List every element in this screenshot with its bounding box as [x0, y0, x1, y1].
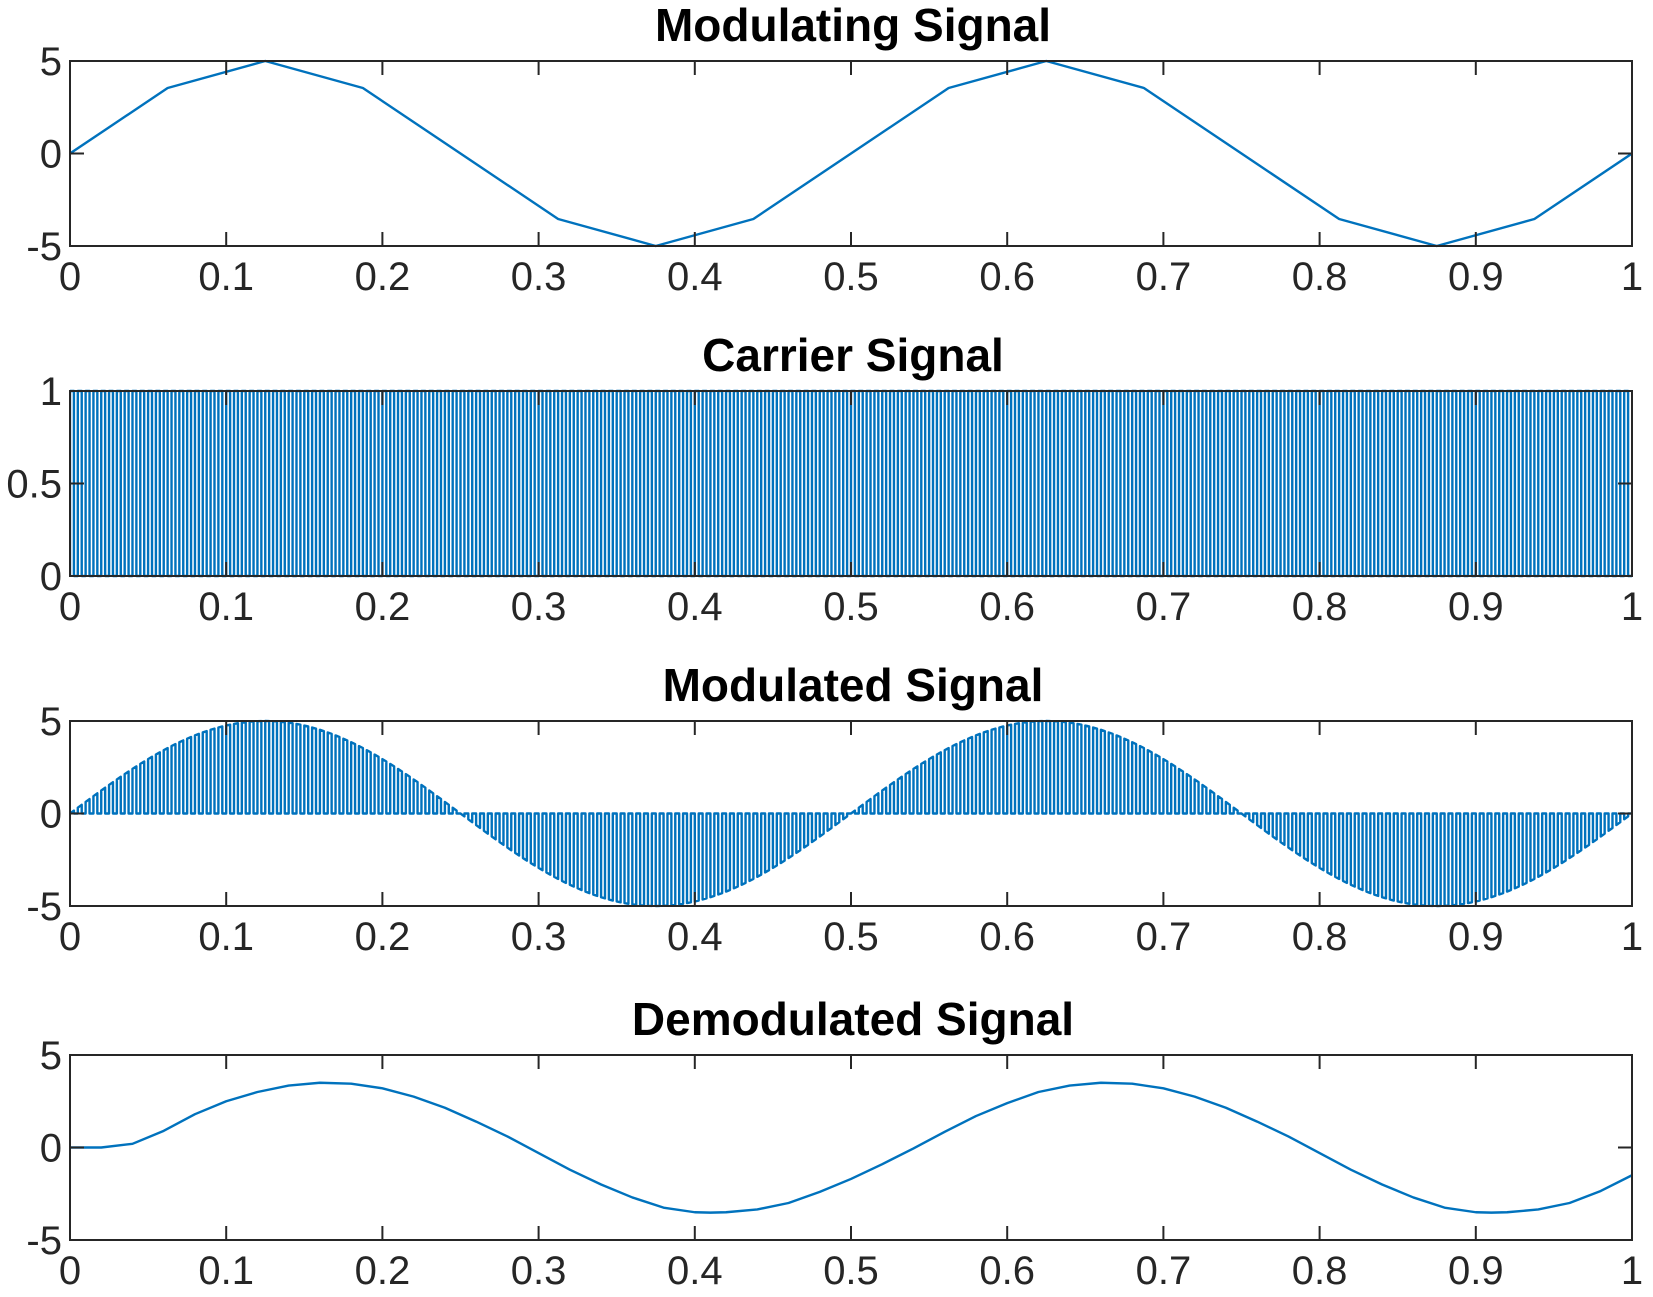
x-tick-label: 0.9 — [1448, 1249, 1504, 1293]
y-tick-label: 0 — [40, 793, 62, 837]
x-tick-label: 0.3 — [511, 1249, 567, 1293]
y-tick-label: 5 — [40, 1034, 62, 1078]
axes-frame — [69, 1054, 1633, 1241]
x-tick-label: 0.6 — [979, 1249, 1035, 1293]
y-tick-label: -5 — [26, 885, 62, 929]
x-tick-label: 0 — [59, 585, 81, 629]
x-tick-label: 1 — [1621, 915, 1643, 959]
x-tick-label: 1 — [1621, 1249, 1643, 1293]
x-tick-label: 0.7 — [1136, 1249, 1192, 1293]
x-tick-label: 0.4 — [667, 915, 723, 959]
x-tick-label: 0.2 — [355, 585, 411, 629]
x-tick-label: 0.4 — [667, 255, 723, 299]
y-tick-label: 0 — [40, 133, 62, 177]
x-tick-label: 0.1 — [198, 255, 254, 299]
x-tick-label: 0.1 — [198, 1249, 254, 1293]
x-tick-label: 0.1 — [198, 915, 254, 959]
axes-frame — [69, 720, 1633, 907]
x-tick-label: 0.7 — [1136, 255, 1192, 299]
x-tick-label: 0.1 — [198, 585, 254, 629]
x-tick-label: 0.4 — [667, 1249, 723, 1293]
x-tick-label: 0.2 — [355, 255, 411, 299]
x-tick-label: 0.5 — [823, 585, 879, 629]
x-tick-label: 0.6 — [979, 255, 1035, 299]
subplot-4: 0 0.1 0.2 0.3 0.4 0.5 0.6 0.7 0.8 0.9 1-505Demodul… — [26, 993, 1643, 1293]
y-tick-label: 5 — [40, 700, 62, 744]
subplot-2: 0 0.1 0.2 0.3 0.4 0.5 0.6 0.7 0.8 0.9 1 0 0.5 1 Carrie… — [6, 329, 1643, 629]
y-tick-label: 5 — [40, 40, 62, 84]
x-tick-label: 0.3 — [511, 585, 567, 629]
series-line — [70, 1081, 1632, 1214]
chart-title: Demodulated Signal — [632, 993, 1074, 1045]
x-tick-label: 0.9 — [1448, 915, 1504, 959]
x-tick-label: 0 — [59, 915, 81, 959]
x-tick-label: 0.6 — [979, 915, 1035, 959]
x-tick-label: 0.9 — [1448, 585, 1504, 629]
series-line — [70, 389, 1632, 578]
series-line — [70, 59, 1632, 248]
y-tick-label: 0 — [40, 555, 62, 599]
x-tick-label: 0.3 — [511, 255, 567, 299]
subplot-1: 0 0.1 0.2 0.3 0.4 0.5 0.6 0.7 0.8 0.9 1-505Modulat… — [26, 0, 1643, 299]
x-tick-label: 0 — [59, 1249, 81, 1293]
x-tick-label: 1 — [1621, 255, 1643, 299]
x-tick-label: 0.4 — [667, 585, 723, 629]
x-tick-label: 0.8 — [1292, 1249, 1348, 1293]
y-tick-label: 0 — [40, 1127, 62, 1171]
x-tick-label: 0.5 — [823, 255, 879, 299]
x-tick-label: 0.5 — [823, 915, 879, 959]
chart-title: Modulating Signal — [655, 0, 1051, 51]
x-tick-label: 0.9 — [1448, 255, 1504, 299]
x-tick-label: 0 — [59, 255, 81, 299]
x-tick-label: 0.7 — [1136, 915, 1192, 959]
subplot-3: 0 0.1 0.2 0.3 0.4 0.5 0.6 0.7 0.8 0.9 1-505Modulat… — [26, 659, 1643, 959]
axes-box — [69, 1054, 1633, 1241]
x-tick-label: 0.2 — [355, 915, 411, 959]
x-tick-label: 0.7 — [1136, 585, 1192, 629]
x-tick-label: 1 — [1621, 585, 1643, 629]
axes-frame — [69, 60, 1633, 247]
x-tick-label: 0.8 — [1292, 915, 1348, 959]
axes-frame — [69, 390, 1633, 577]
x-tick-label: 0.3 — [511, 915, 567, 959]
x-tick-label: 0.6 — [979, 585, 1035, 629]
y-tick-label: -5 — [26, 1219, 62, 1263]
x-tick-label: 0.8 — [1292, 255, 1348, 299]
y-tick-label: -5 — [26, 225, 62, 269]
x-tick-label: 0.8 — [1292, 585, 1348, 629]
y-tick-label: 1 — [40, 370, 62, 414]
chart-title: Carrier Signal — [702, 329, 1004, 381]
chart-title: Modulated Signal — [663, 659, 1044, 711]
x-tick-label: 0.5 — [823, 1249, 879, 1293]
x-tick-label: 0.2 — [355, 1249, 411, 1293]
series-line — [70, 719, 1632, 908]
y-tick-label: 0.5 — [6, 463, 62, 507]
